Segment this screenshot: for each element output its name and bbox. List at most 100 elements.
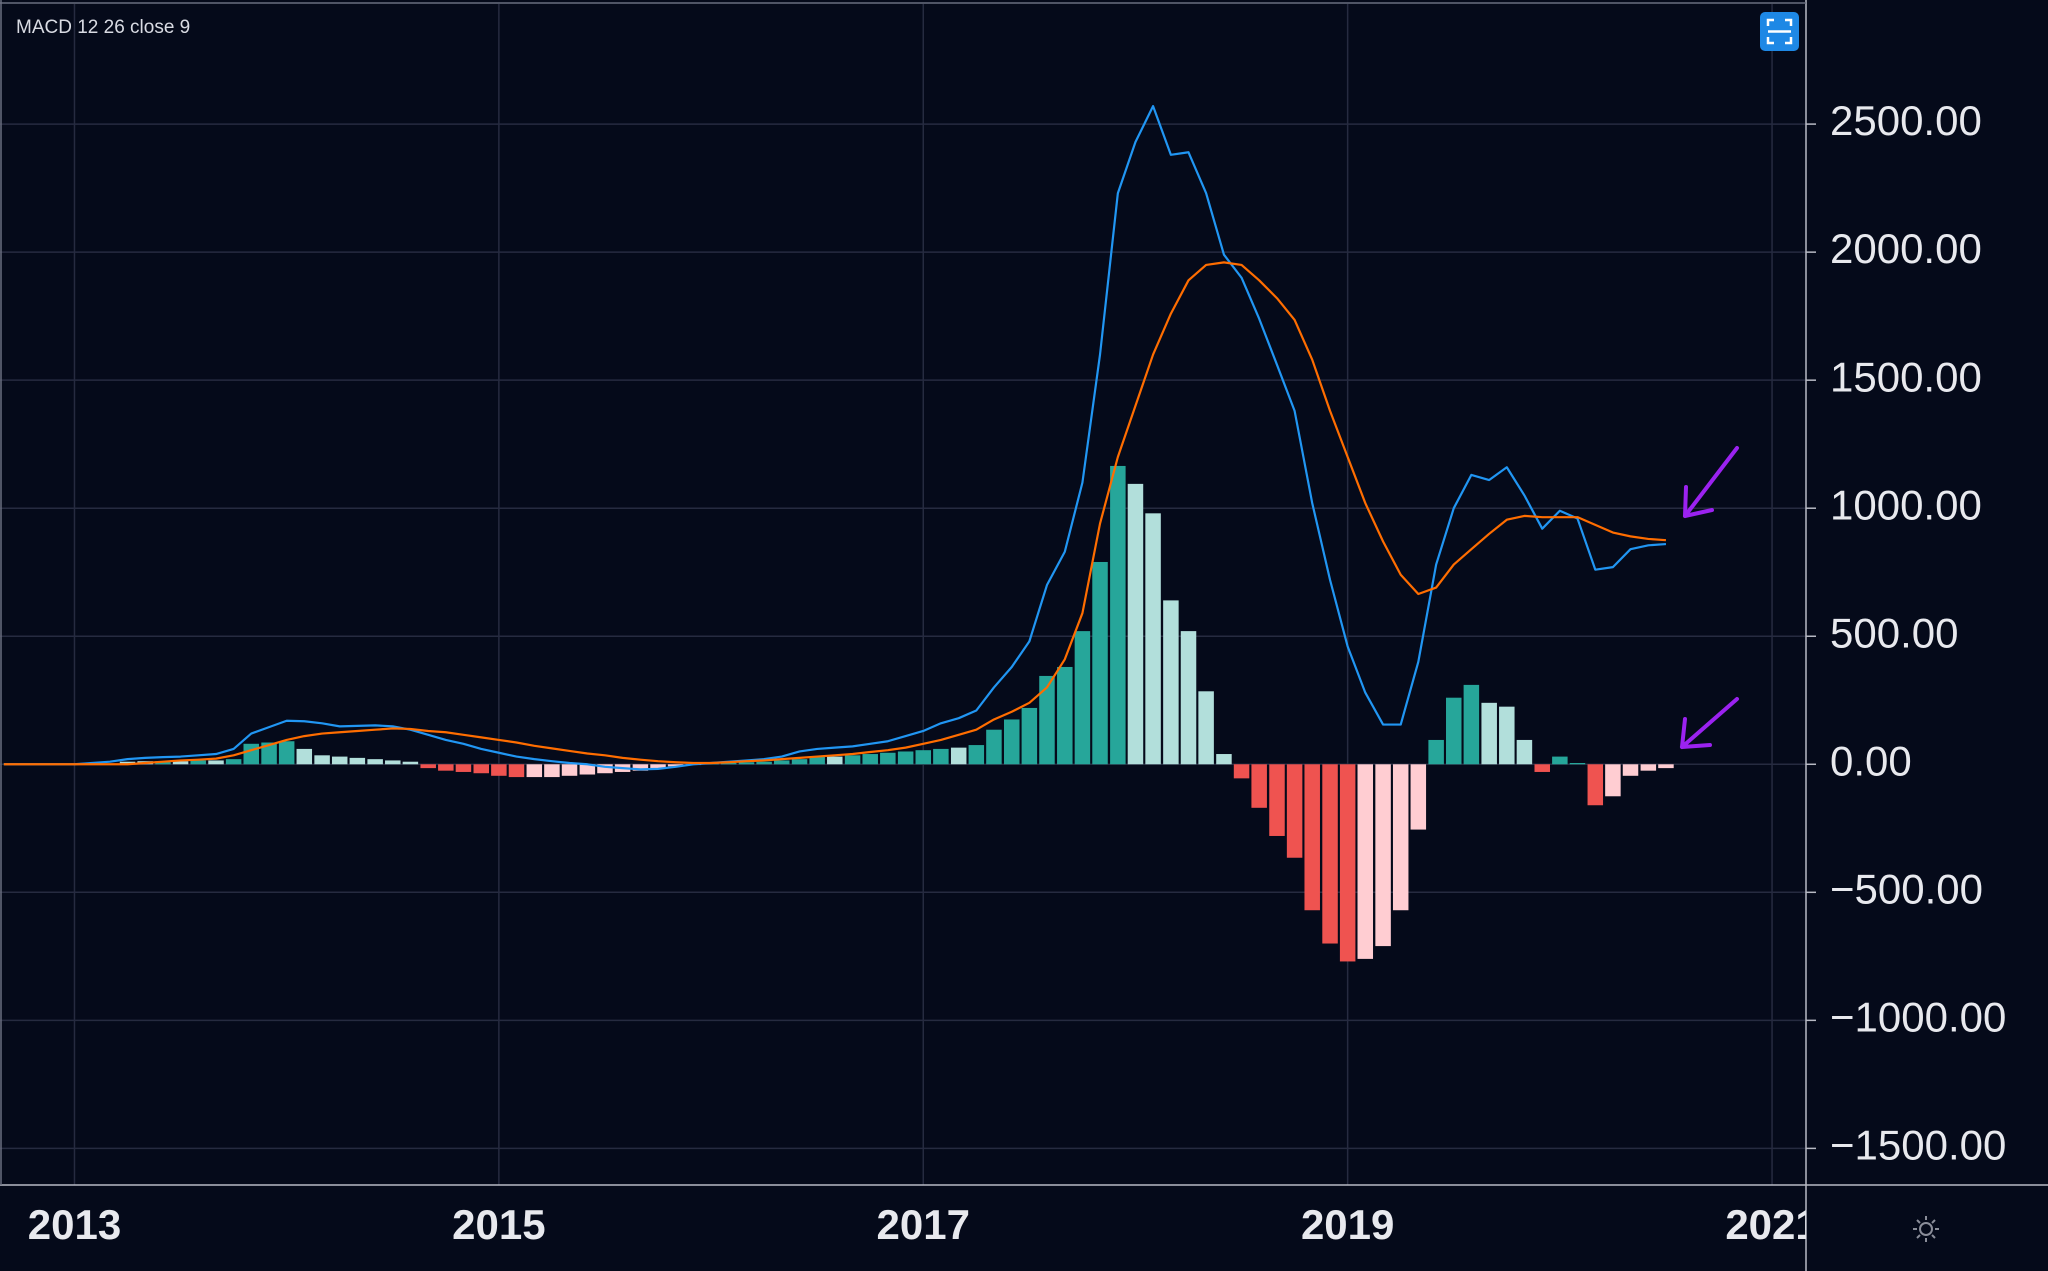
- histogram-bar: [455, 764, 472, 772]
- histogram-bar: [880, 752, 896, 765]
- annotation-arrows: [1680, 446, 1739, 749]
- time-axis: 2013 2015 2017 2019 2021: [28, 1201, 1818, 1248]
- fullscreen-button[interactable]: [1760, 12, 1799, 51]
- histogram-bar: [720, 762, 737, 765]
- histogram-bar: [844, 755, 861, 765]
- histogram-bar: [933, 748, 949, 765]
- histogram-bar: [1481, 702, 1497, 765]
- histogram-bar: [1110, 465, 1126, 765]
- fullscreen-icon[interactable]: [1766, 18, 1793, 45]
- histogram-bar: [1357, 764, 1374, 959]
- histogram-bar: [1180, 631, 1197, 765]
- histogram-bar: [1145, 513, 1161, 765]
- histogram-bar: [1622, 764, 1639, 776]
- histogram-bar: [438, 764, 454, 771]
- histogram-bar: [385, 760, 401, 765]
- histogram-bar: [526, 764, 543, 778]
- histogram-bar: [190, 760, 206, 765]
- arrow-upper: [1683, 446, 1739, 518]
- histogram-bar: [1640, 764, 1657, 771]
- x-tick-label: 2019: [1301, 1201, 1394, 1248]
- histogram-bar: [296, 748, 313, 765]
- histogram-bar: [1198, 691, 1214, 765]
- histogram-bar: [119, 761, 136, 765]
- y-tick-label: 0.00: [1830, 737, 1912, 784]
- x-tick-label: 2013: [28, 1201, 121, 1248]
- grid: [0, 4, 1806, 1185]
- histogram-bar: [278, 741, 295, 765]
- histogram-bar: [1446, 697, 1462, 765]
- histogram-bar: [473, 764, 490, 774]
- histogram-bar: [791, 759, 808, 765]
- histogram-bar: [1021, 707, 1038, 765]
- histogram-bar: [243, 743, 259, 765]
- histogram-bar: [1057, 666, 1073, 765]
- histogram-bar: [1428, 739, 1444, 765]
- histogram-bar: [1552, 756, 1568, 765]
- histogram-bar: [1163, 600, 1179, 765]
- histogram-bar: [968, 745, 985, 765]
- histogram-bar: [544, 764, 560, 778]
- histogram-bar: [208, 760, 224, 765]
- settings-icon-rays[interactable]: [1913, 1216, 1939, 1242]
- histogram-bar: [650, 764, 666, 769]
- histogram-bar: [1569, 762, 1586, 765]
- histogram-bar: [827, 756, 843, 765]
- histogram-bar: [561, 764, 578, 776]
- histogram-bar: [1499, 706, 1515, 765]
- histogram-bar: [331, 756, 348, 765]
- histogram-bar: [314, 755, 330, 765]
- histogram-bar: [1605, 764, 1621, 797]
- histogram-bar: [1233, 764, 1250, 779]
- histogram-bar: [773, 760, 790, 765]
- histogram-bar: [420, 764, 436, 769]
- histogram-bar: [1322, 764, 1338, 944]
- histogram-bar: [1251, 764, 1267, 808]
- y-tick-label: 2500.00: [1830, 97, 1982, 144]
- histogram-bar: [349, 757, 366, 765]
- plot-area: [3, 105, 1674, 962]
- y-tick-label: −1000.00: [1830, 993, 2006, 1040]
- histogram-bar: [1269, 764, 1285, 836]
- histogram-bar: [225, 759, 242, 765]
- histogram-bar: [597, 764, 613, 774]
- histogram-bar: [1658, 764, 1674, 769]
- x-tick-label: 2021: [1725, 1201, 1818, 1248]
- histogram-bar: [1516, 739, 1533, 765]
- y-tick-label: 500.00: [1830, 609, 1958, 656]
- histogram-bar: [1074, 631, 1091, 765]
- histogram-bar: [1410, 764, 1427, 830]
- y-tick-label: −500.00: [1830, 865, 1983, 912]
- histogram-bar: [367, 759, 383, 765]
- y-tick-label: 1000.00: [1830, 481, 1982, 528]
- histogram-bar: [402, 761, 419, 765]
- settings-icon[interactable]: [1919, 1222, 1933, 1236]
- settings-button[interactable]: [1913, 1216, 1939, 1242]
- histogram-bar: [986, 729, 1002, 765]
- y-tick-label: 1500.00: [1830, 353, 1982, 400]
- histogram-bar: [261, 742, 277, 765]
- arrow-lower: [1680, 697, 1739, 749]
- histogram-bar: [1339, 764, 1356, 962]
- histogram-bar: [579, 764, 596, 775]
- histogram-bar: [632, 764, 649, 771]
- histogram-bar: [897, 751, 914, 765]
- histogram-bar: [1216, 754, 1232, 765]
- histogram-bar: [756, 761, 772, 765]
- x-tick-label: 2015: [452, 1201, 545, 1248]
- price-axis: 2500.00 2000.00 1500.00 1000.00 500.00 0.00 −5…: [1806, 97, 2006, 1168]
- histogram-bar: [1463, 684, 1480, 765]
- histogram-bar: [1534, 764, 1550, 772]
- histogram-bar: [738, 762, 755, 765]
- histogram-bar: [1304, 764, 1320, 911]
- x-tick-label: 2017: [877, 1201, 970, 1248]
- histogram-bar: [1127, 483, 1144, 765]
- histogram-bar: [862, 754, 878, 765]
- macd-line: [3, 105, 1667, 771]
- histogram-bar: [1286, 764, 1303, 858]
- histogram-bar: [667, 764, 684, 767]
- histogram-bar: [1092, 561, 1108, 765]
- histogram-bar: [915, 750, 932, 765]
